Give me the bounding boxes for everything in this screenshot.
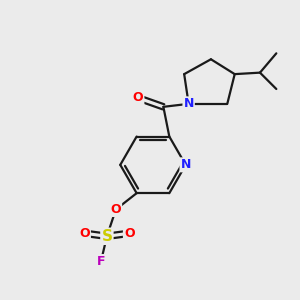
Text: O: O bbox=[110, 203, 121, 216]
Text: N: N bbox=[181, 158, 191, 171]
Text: O: O bbox=[79, 227, 90, 240]
Text: S: S bbox=[101, 229, 112, 244]
Text: F: F bbox=[97, 255, 105, 268]
Text: N: N bbox=[184, 98, 194, 110]
Text: O: O bbox=[124, 227, 134, 240]
Text: O: O bbox=[133, 92, 143, 104]
